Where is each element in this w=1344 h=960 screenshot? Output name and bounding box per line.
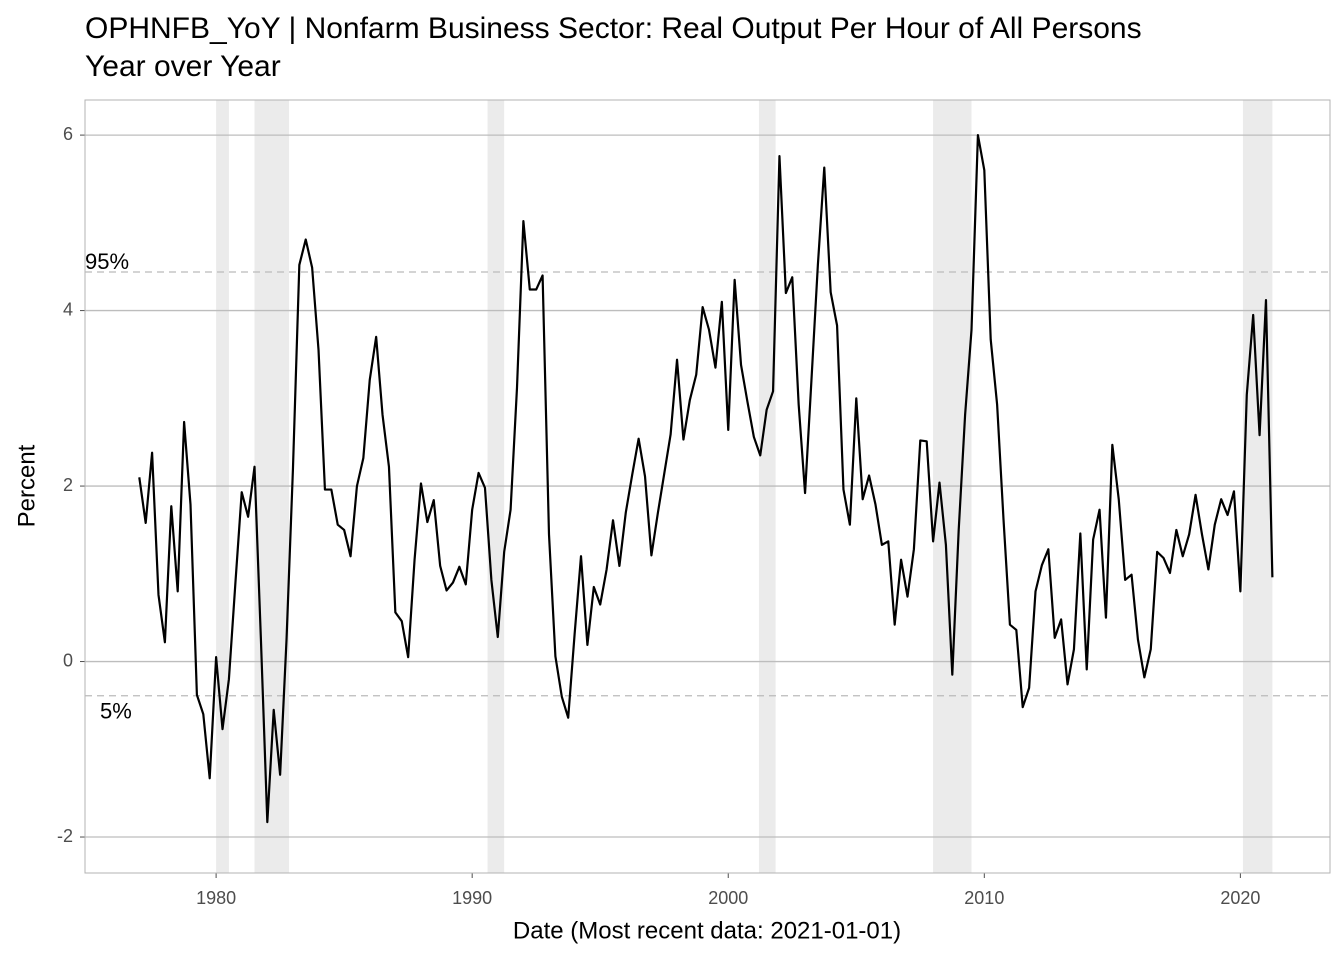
data-line	[138, 134, 1274, 824]
plot-border	[84, 99, 1331, 874]
y-axis-label: Percent	[13, 444, 40, 527]
y-tick-label: 0	[63, 650, 73, 670]
x-tick-label: 2000	[708, 888, 748, 908]
y-tick-label: 2	[63, 475, 73, 495]
x-axis-label: Date (Most recent data: 2021-01-01)	[513, 917, 901, 944]
chart-subtitle: Year over Year	[85, 50, 281, 83]
x-tick-label: 2010	[964, 888, 1004, 908]
x-tick-label: 2020	[1220, 888, 1260, 908]
y-tick-label: -2	[57, 826, 73, 846]
y-tick-label: 6	[63, 124, 73, 144]
x-tick-label: 1980	[196, 888, 236, 908]
reference-label: 95%	[85, 249, 129, 274]
chart-title: OPHNFB_YoY | Nonfarm Business Sector: Re…	[85, 12, 1142, 45]
reference-label: 5%	[100, 699, 132, 724]
x-tick-label: 1990	[452, 888, 492, 908]
y-tick-label: 4	[63, 299, 73, 319]
